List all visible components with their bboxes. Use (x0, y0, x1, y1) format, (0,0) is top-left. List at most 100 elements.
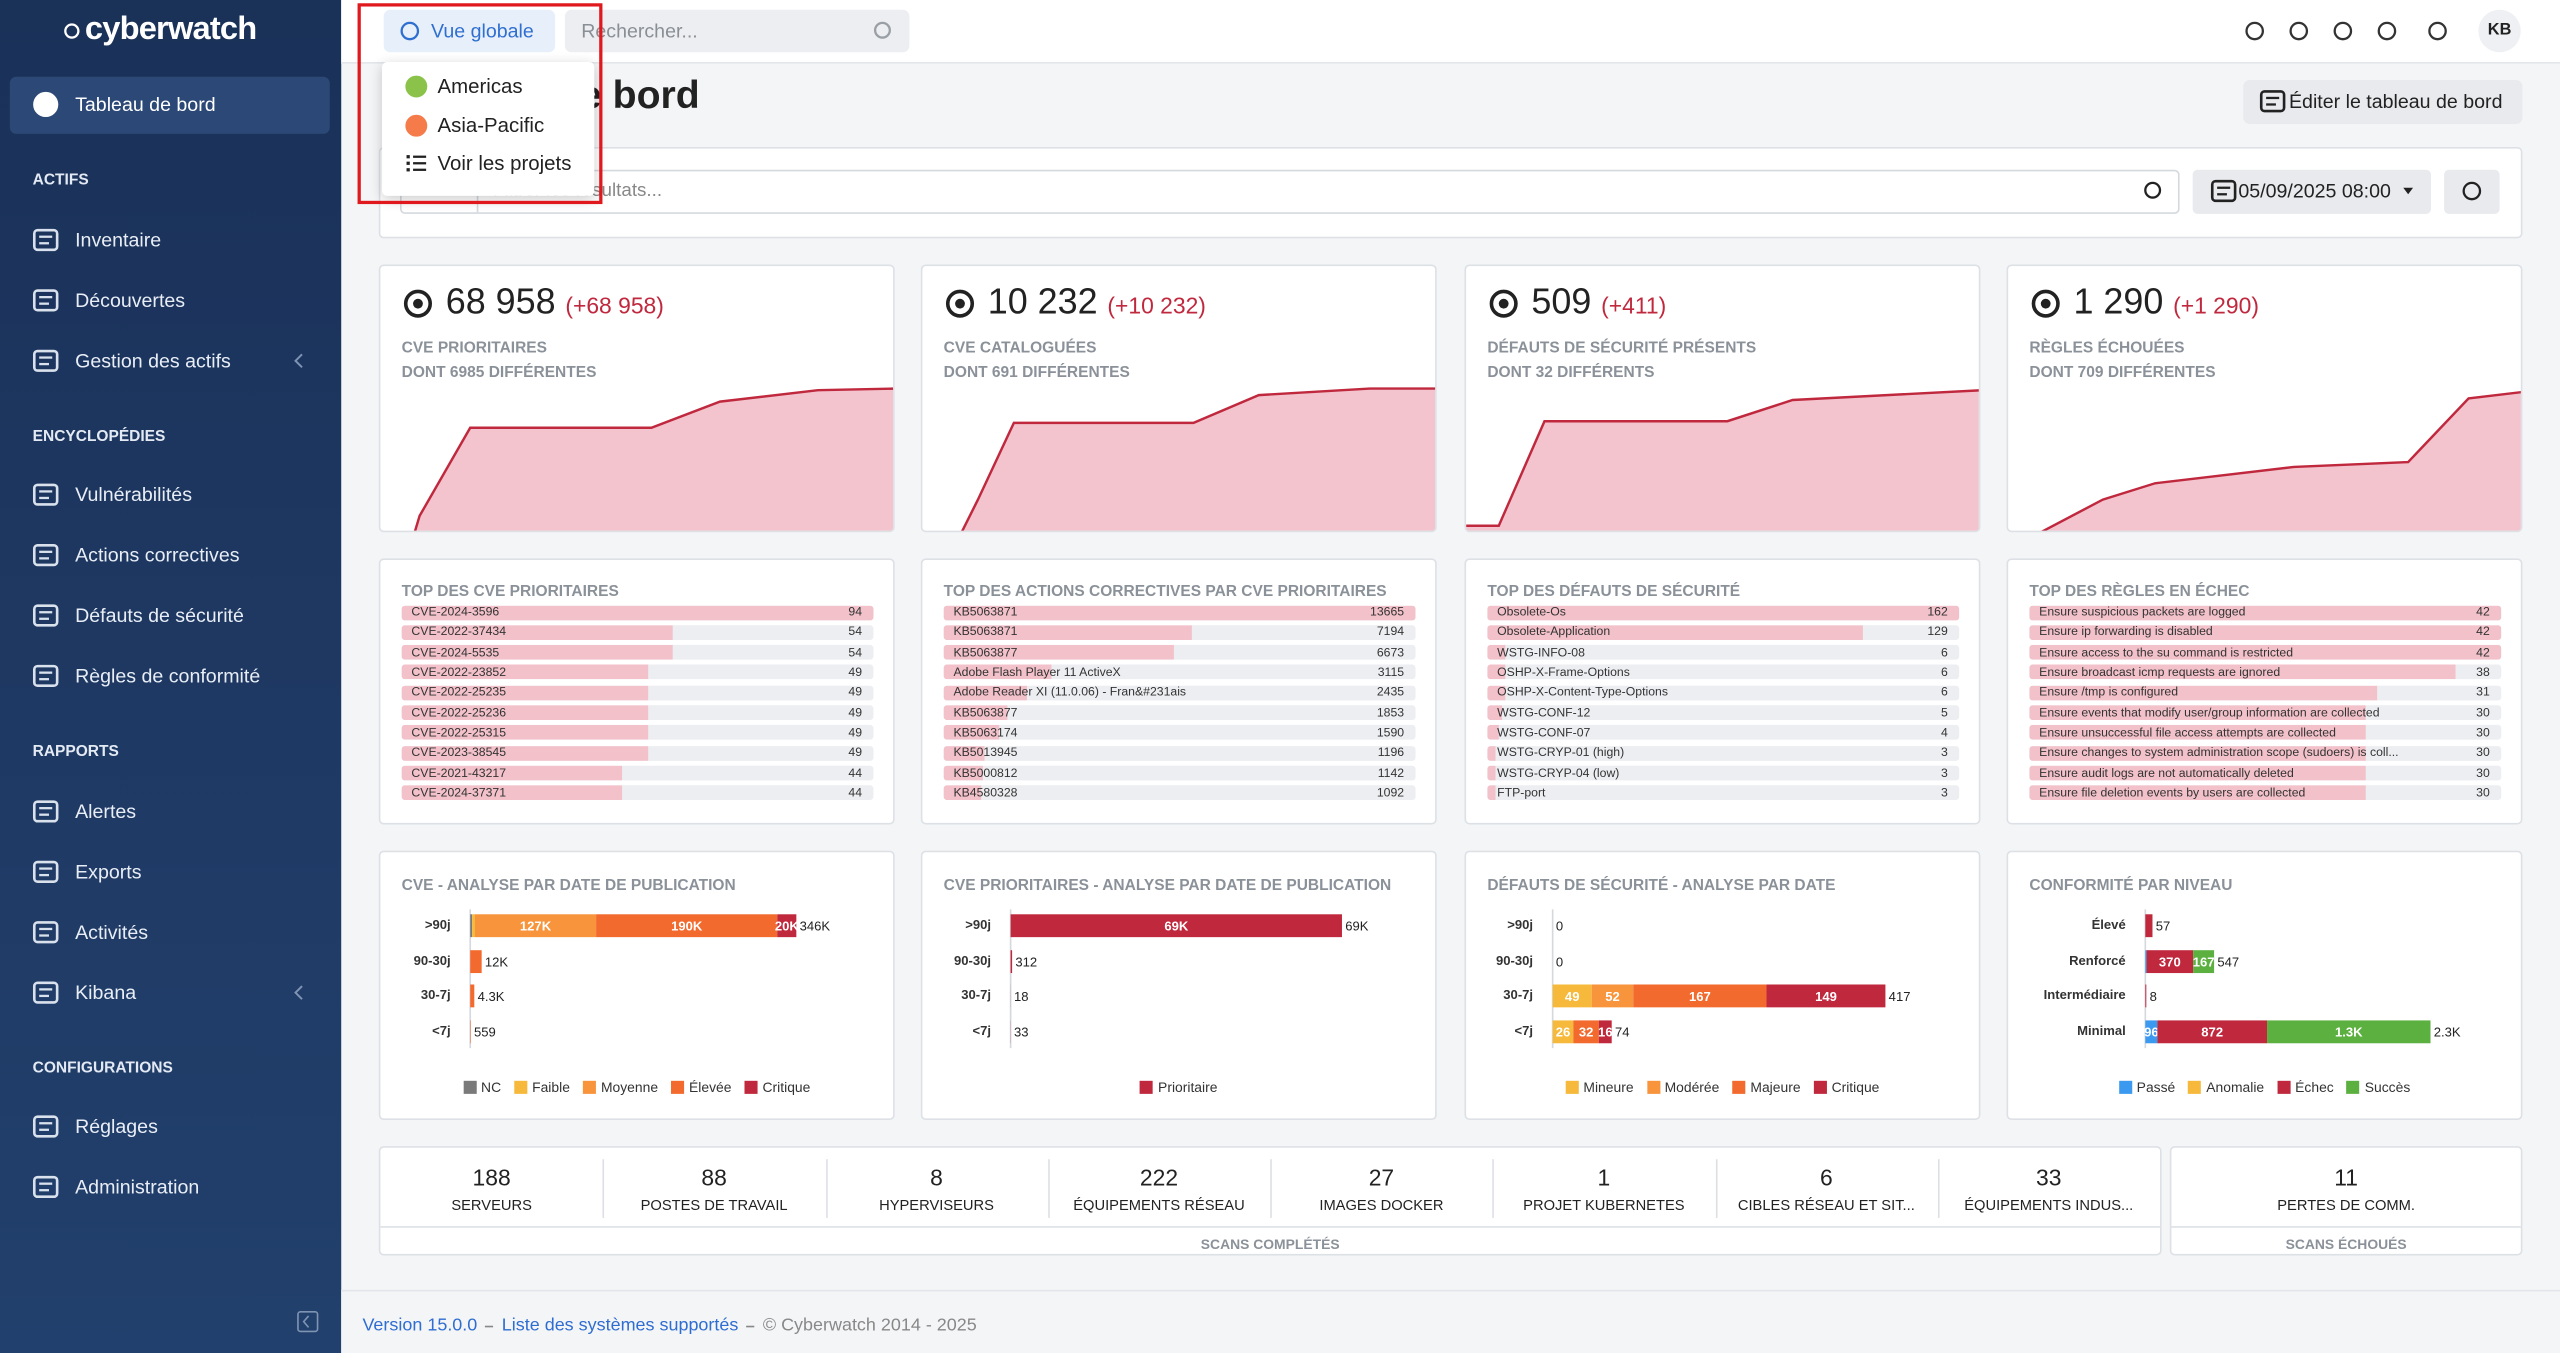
legend-item[interactable]: Échec (2277, 1079, 2334, 1096)
scope-button[interactable] (383, 9, 556, 53)
kpi-value-row: 68 958 (+68 958) (446, 279, 664, 325)
edit-button[interactable] (2243, 80, 2523, 125)
search-input[interactable] (564, 9, 910, 53)
segment-label: 167 (2193, 955, 2215, 970)
scan-label: PERTES DE COMM. (2277, 1196, 2415, 1214)
scan-title: SCANS COMPLÉTÉS (1200, 1235, 1340, 1253)
legend-label: NC (481, 1079, 502, 1096)
top-bar (943, 604, 1416, 620)
top-bar (943, 745, 985, 761)
menu-item-active[interactable] (9, 76, 330, 134)
menu-section: ACTIFS (32, 171, 89, 190)
menu-item[interactable]: Gestion des actifs (75, 349, 231, 373)
row-label: <7j (972, 1023, 992, 1039)
top-bar (401, 604, 874, 620)
menu-item[interactable]: Tableau de bord (75, 93, 216, 116)
legend-item[interactable]: NC (463, 1079, 502, 1096)
version-link[interactable]: Version 15.0.0 (362, 1315, 478, 1336)
avatar[interactable]: KB (2478, 9, 2521, 53)
scope-menu-item[interactable]: Asia-Pacific (437, 114, 545, 138)
scope-menu-item[interactable]: Americas (437, 75, 523, 98)
top-bar (1487, 786, 1497, 801)
menu-item[interactable]: Administration (75, 1175, 200, 1199)
menu-item[interactable]: Actions correctives (75, 543, 240, 567)
legend-swatch (1813, 1080, 1827, 1094)
scan-value: 222 (1139, 1164, 1179, 1191)
top-track (1487, 685, 1960, 701)
menu-item[interactable]: Vulnérabilités (75, 483, 193, 507)
icon (2428, 21, 2447, 41)
scan-value: 188 (472, 1164, 511, 1191)
sparkline (961, 387, 1436, 531)
legend: Prioritaire (922, 1076, 1435, 1099)
menu-item[interactable]: Découvertes (75, 288, 186, 312)
top-track (943, 665, 1416, 680)
top-track (2029, 685, 2502, 701)
segment-label: 190K (671, 919, 703, 934)
legend-item[interactable]: Modérée (1646, 1079, 1719, 1096)
icon-body (32, 604, 59, 627)
legend-item[interactable]: Majeure (1732, 1079, 1801, 1096)
legend-item[interactable]: Élevée (671, 1079, 732, 1096)
top-value: 54 (848, 644, 863, 660)
top-track (1487, 665, 1960, 680)
legend-item[interactable]: Moyenne (582, 1079, 658, 1096)
top-track (2029, 786, 2502, 801)
row-label: Minimal (2077, 1023, 2126, 1039)
top-name: Ensure access to the su command is restr… (2039, 644, 2294, 660)
top-value: 49 (848, 704, 863, 720)
edit-label[interactable]: Éditer le tableau de bord (2288, 89, 2503, 113)
bar-segment (1591, 984, 1634, 1008)
top-value: 1196 (1377, 744, 1405, 760)
icon-shape (33, 91, 59, 118)
row-total: 547 (2217, 955, 2239, 970)
row-total: 74 (1615, 1025, 1630, 1040)
row-label: 30-7j (420, 987, 451, 1003)
supported-link[interactable]: Liste des systèmes supportés (501, 1315, 739, 1336)
row-total: 12K (485, 955, 509, 970)
kpi-detail: DONT 32 DIFFÉRENTS (1487, 364, 1655, 383)
top-bar (943, 786, 982, 801)
refresh-button[interactable] (2444, 169, 2500, 214)
top-value: 49 (848, 744, 863, 760)
row-total: 559 (474, 1025, 496, 1040)
top-card: TOP DES RÈGLES EN ÉCHEC Ensure suspicious… (2006, 558, 2523, 825)
top-bar (2029, 786, 2367, 801)
menu-item[interactable]: Activités (75, 920, 149, 944)
legend-item[interactable]: Mineure (1565, 1079, 1634, 1096)
segment-label: 167 (1689, 989, 1711, 1004)
collapse-arrow (302, 1315, 310, 1328)
bar-segment (2157, 1020, 2268, 1044)
legend-item[interactable]: Anomalie (2188, 1079, 2264, 1096)
scope-label[interactable]: Vue globale (431, 19, 534, 43)
menu-item[interactable]: Défauts de sécurité (75, 604, 244, 627)
top-title: TOP DES RÈGLES EN ÉCHEC (2029, 582, 2250, 601)
footer-separator (485, 1324, 494, 1327)
menu-icon (32, 981, 59, 1004)
scope-menu-item[interactable]: Voir les projets (437, 151, 572, 175)
legend-item[interactable]: Passé (2118, 1079, 2175, 1096)
menu-item[interactable]: Kibana (75, 981, 137, 1005)
menu-item[interactable]: Règles de conformité (75, 664, 261, 688)
top-track (943, 625, 1416, 640)
legend-item[interactable]: Succès (2346, 1079, 2410, 1096)
menu-item[interactable]: Réglages (75, 1115, 158, 1138)
legend-item[interactable]: Critique (1813, 1079, 1879, 1096)
date-label[interactable]: 05/09/2025 08:00 (2238, 179, 2391, 203)
bar-chart: 127K 190K 20K 346K 12K 4.3K 559 (469, 909, 830, 1049)
legend-item[interactable]: Critique (744, 1079, 810, 1096)
scan-separator (1047, 1159, 1050, 1218)
top-name: KB4580328 (953, 785, 1018, 800)
legend-item[interactable]: Faible (514, 1079, 570, 1096)
top-track (401, 604, 874, 620)
menu-item[interactable]: Alertes (75, 799, 137, 823)
top-track (943, 745, 1416, 761)
menu-item[interactable]: Exports (75, 860, 142, 884)
menu-item[interactable]: Inventaire (75, 228, 162, 252)
filter-input[interactable] (399, 169, 2180, 214)
kpi-detail: DONT 6985 DIFFÉRENTES (401, 364, 597, 383)
legend-swatch (2346, 1080, 2360, 1094)
date-button[interactable] (2192, 169, 2432, 214)
legend-item[interactable]: Prioritaire (1140, 1079, 1217, 1096)
kpi-icon (1489, 289, 1518, 318)
